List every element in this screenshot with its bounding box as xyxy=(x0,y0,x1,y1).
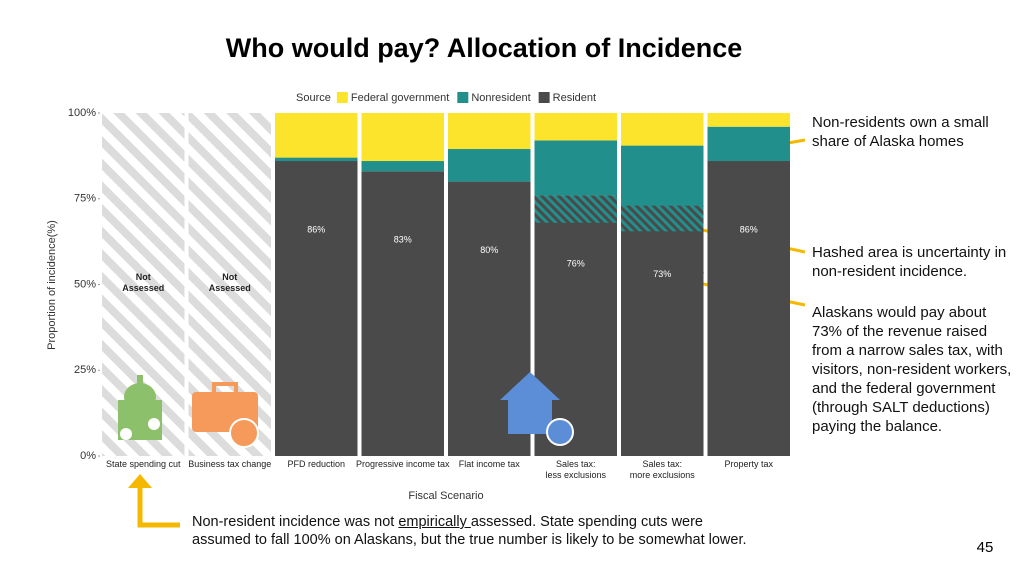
legend-label: Nonresident xyxy=(471,92,530,104)
x-tick-label: Flat income tax xyxy=(458,459,520,469)
legend-label: Resident xyxy=(553,92,596,104)
page-number: 45 xyxy=(977,539,994,556)
uncertainty-hatch xyxy=(534,195,617,223)
y-tick-label: 50% xyxy=(74,278,96,290)
x-axis-label: Fiscal Scenario xyxy=(408,490,483,502)
data-label: 83% xyxy=(394,235,412,245)
x-tick-label: Property tax xyxy=(724,459,774,469)
annotation: Non-residents own a small share of Alask… xyxy=(812,114,989,150)
uncertainty-hatch xyxy=(621,205,704,232)
legend-swatch xyxy=(538,92,550,103)
briefcase-icon xyxy=(192,382,259,448)
legend-swatch xyxy=(457,92,469,103)
not-assessed-label: Not Assessed xyxy=(122,272,165,293)
bar-segment xyxy=(361,113,444,162)
annotation: Hashed area is uncertainty in non-reside… xyxy=(812,244,1007,280)
x-tick-label: Business tax change xyxy=(188,459,272,469)
y-tick-label: 0% xyxy=(80,450,96,462)
footnote-text: Non-resident incidence was not xyxy=(192,514,399,530)
legend-title: Source xyxy=(296,92,331,104)
bar-segment xyxy=(707,113,790,127)
bar-segment xyxy=(621,145,704,206)
y-axis-label: Proportion of incidence(%) xyxy=(46,220,58,350)
data-label: 86% xyxy=(740,224,758,234)
bar-segment xyxy=(275,113,358,158)
bar-segment xyxy=(621,205,704,456)
legend-label: Federal government xyxy=(351,92,449,104)
arrow-head xyxy=(128,474,152,488)
legend-swatch xyxy=(336,92,348,103)
bar-segment xyxy=(361,171,444,456)
capitol-icon xyxy=(118,375,162,440)
x-tick-label: State spending cut xyxy=(105,459,181,469)
x-tick-label: Progressive income tax xyxy=(355,459,450,469)
data-label: 86% xyxy=(307,224,325,234)
annotation: Alaskans would pay about 73% of the reve… xyxy=(812,304,1012,435)
bar-segment xyxy=(448,113,531,150)
y-tick-label: 25% xyxy=(74,364,96,376)
x-tick-label: Sales tax: less exclusions xyxy=(545,459,607,480)
bar-segment xyxy=(275,157,358,162)
bar-segment xyxy=(275,161,358,456)
data-label: 73% xyxy=(653,269,671,279)
bar-segment xyxy=(707,161,790,456)
bar-segment xyxy=(448,149,531,182)
bar-segment xyxy=(707,126,790,162)
data-label: 80% xyxy=(480,245,498,255)
house-icon xyxy=(500,372,574,446)
bar-segment xyxy=(534,140,617,196)
chart-title: Who would pay? Allocation of Incidence xyxy=(226,33,743,63)
arrow xyxy=(137,485,180,528)
x-tick-label: PFD reduction xyxy=(287,459,346,469)
footnote-text: empirically xyxy=(398,514,471,530)
x-tick-label: Sales tax: more exclusions xyxy=(629,459,695,480)
bar-segment xyxy=(621,113,704,146)
not-assessed-label: Not Assessed xyxy=(208,272,251,293)
footnote-text: assessed. State spending cuts were assum… xyxy=(192,514,747,548)
y-tick-label: 100% xyxy=(68,107,96,119)
bar-segment xyxy=(361,161,444,172)
data-label: 76% xyxy=(567,259,585,269)
y-tick-label: 75% xyxy=(74,193,96,205)
footnote: Non-resident incidence was not empirical… xyxy=(192,513,752,549)
bar-segment xyxy=(534,113,617,141)
